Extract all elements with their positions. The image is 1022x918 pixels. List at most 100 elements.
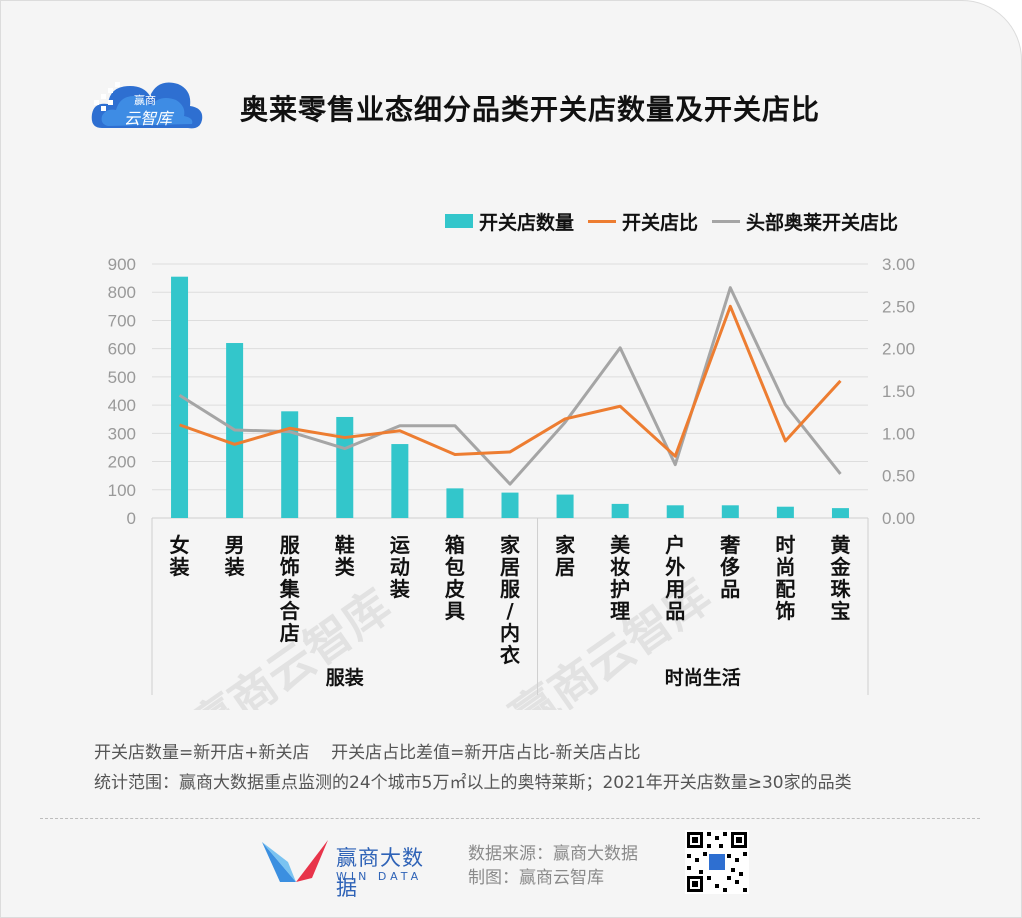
x-tick-label: 内 — [500, 621, 520, 645]
line-series-ratio — [179, 304, 842, 458]
brand-logo: 赢商大数据 WIN DATA — [262, 838, 442, 900]
bar — [281, 411, 299, 518]
brand-name-en: WIN DATA — [336, 870, 423, 883]
y-right-tick-label: 2.50 — [882, 297, 915, 316]
x-tick-label: 服 — [280, 533, 301, 557]
footnote-formula: 开关店数量=新开店+新关店 开关店占比差值=新开店占比-新关店占比 — [94, 743, 641, 763]
y-left-tick-label: 800 — [108, 283, 136, 302]
x-tick-label: 饰 — [280, 555, 300, 579]
y-right-tick-label: 2.00 — [882, 340, 915, 359]
x-tick-label: 包 — [445, 555, 465, 579]
x-tick-label: 集 — [279, 577, 301, 601]
line-series-top-outlet-ratio — [178, 286, 842, 486]
logo-text-bottom: 云智库 — [124, 109, 175, 128]
y-right-tick-label: 1.00 — [882, 424, 915, 443]
x-tick-label: 服 — [500, 577, 521, 601]
y-left-tick-label: 500 — [108, 368, 136, 387]
footnotes: 开关店数量=新开店+新关店 开关店占比差值=新开店占比-新关店占比 统计范围：赢… — [94, 738, 852, 798]
x-tick-label: 奢 — [719, 533, 741, 557]
x-tick-label: 用 — [665, 577, 685, 601]
legend-label-bar: 开关店数量 — [479, 211, 575, 234]
x-tick-label: 合 — [280, 599, 301, 623]
x-tick-label: 珠 — [830, 577, 851, 601]
footnote-scope: 统计范围：赢商大数据重点监测的24个城市5万㎡以上的奥特莱斯；2021年开关店数… — [94, 773, 852, 793]
legend-item-line2: 头部奥莱开关店比 — [712, 208, 898, 235]
bar — [556, 494, 574, 518]
x-tick-label: 妆 — [610, 555, 630, 579]
source-info: 数据来源：赢商大数据 制图：赢商云智库 — [468, 842, 638, 890]
bar — [501, 492, 519, 518]
x-tick-label: 女 — [170, 533, 190, 557]
bar — [446, 488, 464, 518]
x-tick-label: 家 — [500, 533, 521, 557]
x-tick-label: 饰 — [775, 599, 795, 623]
x-tick-label: 品 — [720, 577, 740, 601]
x-tick-label: 黄 — [830, 533, 850, 557]
x-tick-label: 店 — [280, 621, 300, 645]
x-tick-label: 配 — [775, 577, 795, 601]
x-tick-label: 装 — [224, 555, 245, 579]
bar — [336, 416, 354, 518]
x-tick-label: 居 — [555, 555, 575, 579]
x-tick-label: 时 — [775, 533, 795, 557]
x-tick-label: 户 — [665, 533, 685, 557]
x-tick-label: 箱 — [445, 533, 465, 557]
x-tick-label: 装 — [389, 577, 410, 601]
x-tick-label: 男 — [225, 533, 245, 557]
x-tick-label: 品 — [665, 599, 685, 623]
group-label: 服装 — [326, 666, 364, 689]
y-left-tick-label: 900 — [108, 255, 136, 274]
x-tick-label: 侈 — [719, 555, 740, 579]
y-right-tick-label: 0.50 — [882, 467, 915, 486]
x-tick-label: 类 — [335, 555, 355, 579]
bar — [666, 505, 684, 518]
y-left-tick-label: 400 — [108, 396, 136, 415]
y-left-tick-label: 300 — [108, 424, 136, 443]
group-label: 时尚生活 — [665, 666, 741, 689]
y-left-tick-label: 100 — [108, 481, 136, 500]
x-tick-label: 护 — [610, 577, 630, 601]
windata-logo-icon — [262, 840, 328, 882]
legend-item-line1: 开关店比 — [588, 208, 698, 235]
x-tick-label: 衣 — [500, 643, 520, 667]
bar — [721, 505, 739, 518]
x-tick-label: 居 — [500, 555, 520, 579]
data-source: 数据来源：赢商大数据 — [468, 844, 638, 864]
bar — [831, 508, 849, 518]
y-left-tick-label: 0 — [127, 509, 136, 528]
x-tick-label: 尚 — [775, 555, 795, 579]
bar — [171, 276, 189, 518]
y-right-tick-label: 0.00 — [882, 509, 915, 528]
bar — [776, 506, 794, 518]
x-tick-label: 具 — [445, 599, 465, 623]
brand-name-cn: 赢商大数据 — [336, 846, 424, 900]
x-tick-label: 宝 — [830, 599, 850, 623]
divider — [40, 818, 980, 819]
x-tick-label: 外 — [665, 555, 685, 579]
legend-swatch-bar — [445, 214, 473, 228]
x-tick-label: 运 — [390, 533, 410, 557]
qr-code-icon — [685, 830, 749, 894]
x-tick-label: / — [506, 599, 514, 623]
legend-swatch-line1 — [588, 219, 617, 223]
x-tick-label: 动 — [390, 555, 410, 579]
legend-swatch-line2 — [712, 219, 741, 223]
y-left-tick-label: 700 — [108, 311, 136, 330]
y-left-tick-label: 200 — [108, 453, 136, 472]
y-right-tick-label: 1.50 — [882, 382, 915, 401]
legend-item-bar: 开关店数量 — [445, 208, 574, 235]
combo-chart: 赢商云智库 赢商云智库01002003004005006007008009000.… — [108, 255, 915, 710]
x-tick-label: 皮 — [445, 577, 465, 601]
bar — [391, 444, 409, 518]
y-right-tick-label: 3.00 — [882, 255, 915, 274]
legend-label-line2: 头部奥莱开关店比 — [746, 211, 899, 234]
x-tick-label: 金 — [829, 555, 851, 579]
y-left-tick-label: 600 — [108, 340, 136, 359]
chart-title: 奥莱零售业态细分品类开关店数量及开关店比 — [240, 93, 821, 126]
x-tick-label: 鞋 — [335, 533, 355, 557]
legend-label-line1: 开关店比 — [622, 211, 699, 234]
x-tick-label: 家 — [555, 533, 576, 557]
x-tick-label: 装 — [169, 555, 190, 579]
bar — [611, 503, 629, 518]
